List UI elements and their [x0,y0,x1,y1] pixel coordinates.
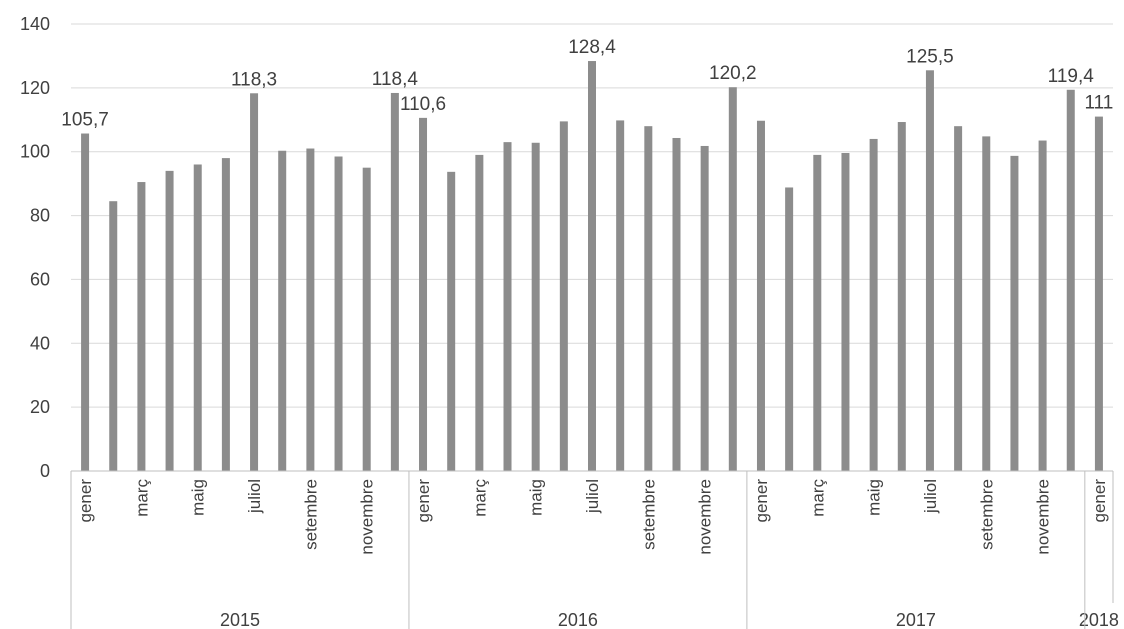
bar [813,154,822,471]
bar [278,150,287,472]
x-month-label: setembre [639,479,658,550]
y-tick-label: 40 [30,333,50,353]
data-label: 128,4 [568,37,616,58]
bar [559,121,568,471]
bar [250,93,259,471]
bar [334,156,343,471]
bar [165,170,174,471]
bar [390,92,399,472]
data-label: 119,4 [1048,66,1095,87]
x-year-label: 2016 [558,610,598,629]
x-month-label: setembre [301,479,320,550]
x-month-label: novembre [1034,479,1053,555]
bar [841,152,850,471]
x-month-label: gener [76,479,95,523]
bar [756,120,765,472]
bar [81,133,90,471]
bar [193,164,202,471]
bar [982,136,991,472]
x-month-label: maig [527,479,546,516]
bar [503,142,512,471]
bar [447,171,456,471]
bar [362,167,371,471]
y-tick-label: 80 [30,206,50,226]
x-month-label: setembre [977,479,996,550]
y-tick-label: 60 [30,269,50,289]
x-month-label: gener [1090,479,1109,523]
bar [1066,89,1075,471]
bar [644,126,653,472]
x-year-label: 2015 [220,610,260,629]
bars [81,61,1103,472]
y-tick-label: 100 [20,142,50,162]
x-month-label: març [132,479,151,517]
x-month-label: juliol [245,479,264,514]
x-month-label: juliol [921,479,940,514]
bar [109,201,118,472]
x-month-label: novembre [696,479,715,555]
bar [531,142,540,471]
data-label: 110,6 [400,94,446,115]
x-month-label: gener [752,479,771,523]
bar [616,120,625,471]
bar [1038,140,1047,471]
data-label: 105,7 [61,110,109,131]
bar [419,117,428,472]
x-year-label: 2017 [896,610,936,629]
data-labels: 105,7 118,3 118,4 110,6 128,4 120,2 125,5 119,4… [61,37,1113,130]
bar [672,137,681,472]
data-label: 111 [1084,93,1113,114]
y-tick-label: 20 [30,397,50,417]
bar [306,148,315,471]
y-tick-label: 0 [40,461,50,481]
x-year-label: 2018 [1079,610,1119,629]
data-label: 120,2 [709,63,757,84]
bar [221,158,230,471]
x-month-label: gener [414,479,433,523]
bar [954,126,963,472]
x-month-label: juliol [583,479,602,514]
y-axis-tick-labels: 0 20 40 60 80 100 120 140 [20,14,50,481]
bar [869,138,878,471]
bar [475,154,484,471]
bar [1094,116,1103,471]
x-month-label: maig [189,479,208,516]
bar [588,61,596,472]
x-axis: gener març maig juliol setembre novembre 2015 g… [70,470,1119,629]
bar [925,70,934,472]
data-label: 118,3 [231,69,277,90]
x-month-label: març [808,479,827,517]
bar [700,145,709,471]
bar [785,187,794,471]
bar [897,122,906,471]
bar [137,182,146,471]
x-month-label: maig [865,479,884,516]
x-month-label: març [470,479,489,517]
y-tick-label: 140 [20,14,50,34]
bar [1010,155,1019,472]
x-month-label: novembre [358,479,377,555]
data-label: 125,5 [906,46,954,67]
y-tick-label: 120 [20,78,50,98]
data-label: 118,4 [372,69,419,90]
bar [728,87,737,472]
